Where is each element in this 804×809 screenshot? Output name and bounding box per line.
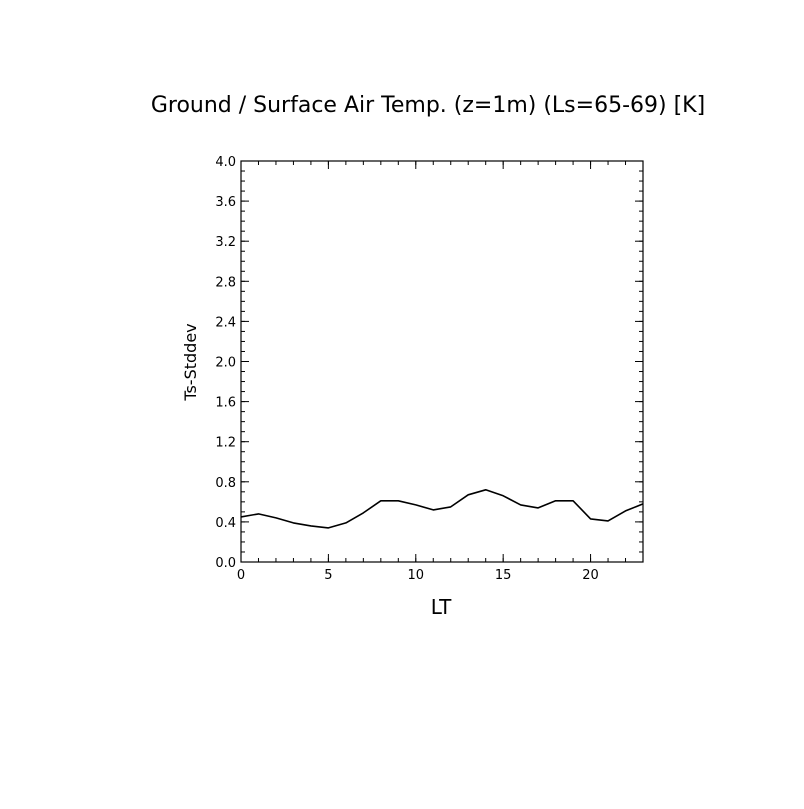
series-line — [240, 488, 644, 529]
y-tick-label: 2.8 — [215, 275, 236, 290]
x-tick-label: 10 — [408, 568, 425, 583]
y-axis-label: Ts-Stddev — [181, 323, 200, 401]
x-tick-label: 5 — [324, 568, 332, 583]
chart-title: Ground / Surface Air Temp. (z=1m) (Ls=65… — [151, 93, 705, 118]
y-tick-label: 1.2 — [215, 436, 236, 451]
plot-area: 0 5 10 15 20 0.0 0.4 0.8 1.2 1.6 2.0 2.4 2.8 3.2 3.6 4.… — [215, 155, 644, 583]
x-tick-label: 0 — [237, 568, 245, 583]
plot-frame — [240, 160, 644, 563]
y-tick-label: 2.0 — [215, 356, 236, 371]
x-tick-label: 20 — [582, 568, 599, 583]
x-axis-label: LT — [431, 595, 452, 619]
y-tick-label: 0.8 — [215, 476, 236, 491]
y-tick-label: 3.2 — [215, 235, 236, 250]
y-tick-label: 0.0 — [215, 556, 236, 571]
y-tick-label: 1.6 — [215, 396, 236, 411]
y-tick-label: 4.0 — [215, 155, 236, 170]
y-tick-label: 0.4 — [215, 516, 236, 531]
y-tick-label: 2.4 — [215, 315, 236, 330]
x-tick-label: 15 — [495, 568, 512, 583]
y-tick-label: 3.6 — [215, 195, 236, 210]
